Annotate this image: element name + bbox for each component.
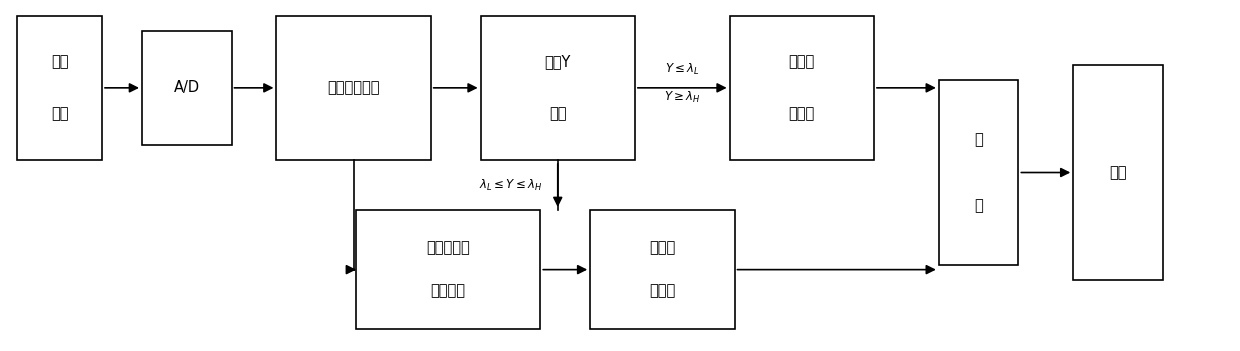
Text: 判断Y: 判断Y [544,54,570,69]
Bar [590,210,734,329]
Text: $Y \geq \lambda_H$: $Y \geq \lambda_H$ [663,90,701,105]
Bar [277,16,430,160]
Text: 时域能量检测: 时域能量检测 [327,80,379,95]
Text: 限判决: 限判决 [789,106,815,121]
Bar [17,16,102,160]
Text: $Y \leq \lambda_L$: $Y \leq \lambda_L$ [665,62,699,78]
Text: $\lambda_L \leq Y \leq \lambda_H$: $\lambda_L \leq Y \leq \lambda_H$ [480,177,543,192]
Bar [356,210,541,329]
Text: 门: 门 [975,198,983,213]
Text: 频域变点数: 频域变点数 [427,241,470,256]
Text: 与: 与 [975,132,983,147]
Bar [729,16,874,160]
Text: A/D: A/D [174,80,200,95]
Text: 第二门: 第二门 [650,241,676,256]
Text: 范围: 范围 [549,106,567,121]
Bar [1073,65,1163,280]
Bar [141,31,232,145]
Text: 输出: 输出 [1110,165,1127,180]
Text: 信号: 信号 [51,106,68,121]
Bar [481,16,635,160]
Text: 能量检测: 能量检测 [430,284,466,299]
Text: 限判决: 限判决 [650,284,676,299]
Text: 射频: 射频 [51,54,68,69]
Text: 第一门: 第一门 [789,54,815,69]
Bar [939,80,1018,265]
